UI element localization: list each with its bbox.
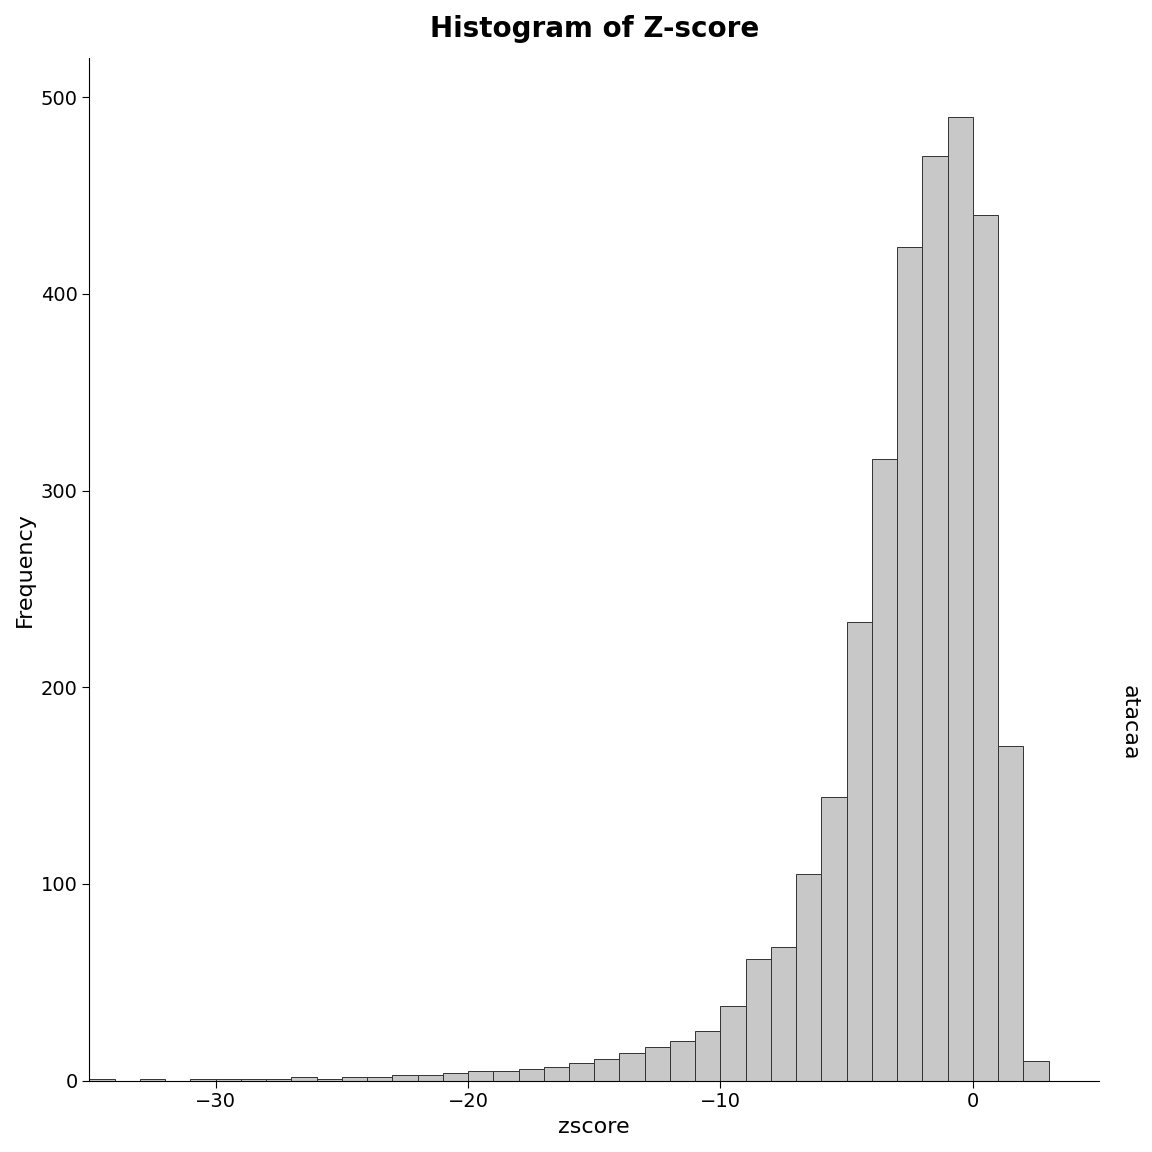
- Bar: [266, 1078, 291, 1081]
- Bar: [317, 1078, 342, 1081]
- Bar: [468, 1071, 493, 1081]
- Text: atacaa: atacaa: [1120, 685, 1139, 760]
- Bar: [569, 1063, 594, 1081]
- Bar: [342, 1077, 367, 1081]
- Bar: [897, 247, 923, 1081]
- Bar: [923, 157, 948, 1081]
- X-axis label: zscore: zscore: [559, 1117, 630, 1137]
- Bar: [872, 460, 897, 1081]
- Bar: [1023, 1061, 1048, 1081]
- Bar: [948, 116, 973, 1081]
- Bar: [367, 1077, 393, 1081]
- Bar: [544, 1067, 569, 1081]
- Bar: [291, 1077, 317, 1081]
- Bar: [847, 622, 872, 1081]
- Bar: [771, 947, 796, 1081]
- Bar: [518, 1069, 544, 1081]
- Bar: [973, 215, 998, 1081]
- Title: Histogram of Z-score: Histogram of Z-score: [430, 15, 759, 43]
- Bar: [241, 1078, 266, 1081]
- Bar: [821, 797, 847, 1081]
- Bar: [695, 1031, 720, 1081]
- Bar: [190, 1078, 215, 1081]
- Bar: [670, 1041, 695, 1081]
- Y-axis label: Frequency: Frequency: [15, 511, 35, 627]
- Bar: [745, 958, 771, 1081]
- Bar: [90, 1078, 114, 1081]
- Bar: [720, 1006, 745, 1081]
- Bar: [493, 1071, 518, 1081]
- Bar: [417, 1075, 442, 1081]
- Bar: [796, 874, 821, 1081]
- Bar: [139, 1078, 165, 1081]
- Bar: [215, 1078, 241, 1081]
- Bar: [442, 1073, 468, 1081]
- Bar: [645, 1047, 670, 1081]
- Bar: [998, 746, 1023, 1081]
- Bar: [594, 1059, 620, 1081]
- Bar: [393, 1075, 417, 1081]
- Bar: [620, 1053, 645, 1081]
